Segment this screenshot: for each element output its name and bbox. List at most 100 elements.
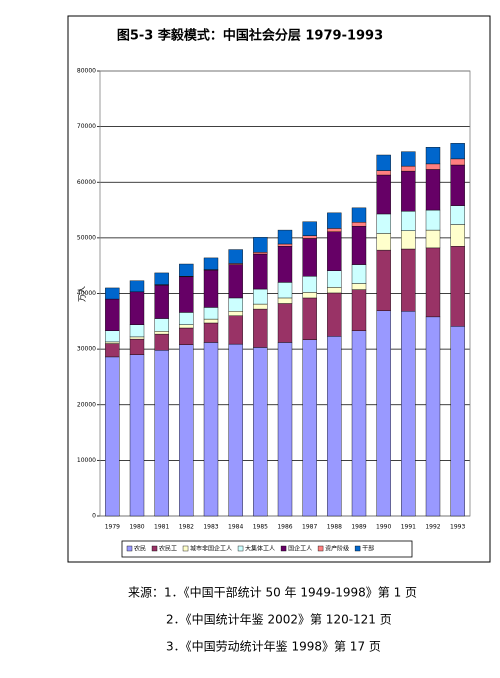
- bar-segment: [179, 276, 194, 313]
- y-tick-label: 20000: [77, 401, 96, 408]
- bar-segment: [277, 229, 293, 245]
- bar-segment: [129, 338, 145, 355]
- bar-segment: [277, 297, 293, 304]
- bar-segment: [401, 165, 416, 172]
- bar-segment: [203, 322, 219, 343]
- bar-segment: [376, 174, 391, 215]
- x-tick-label: 1980: [129, 524, 144, 531]
- source-line: 2．《中国统计年鉴 2002》第 120-121 页: [166, 612, 392, 627]
- legend-label: 城市非国企工人: [190, 545, 232, 553]
- bar-segment: [105, 298, 120, 331]
- y-tick-label: 0: [92, 513, 96, 520]
- x-tick-label: 1979: [105, 524, 120, 531]
- x-tick-label: 1993: [450, 524, 465, 531]
- bar-segment: [376, 310, 391, 517]
- legend-label: 农民工: [159, 545, 177, 553]
- bar-segment: [302, 276, 317, 293]
- bar-segment: [425, 169, 441, 211]
- legend-swatch: [354, 545, 361, 552]
- source-line: 3．《中国劳动统计年鉴 1998》第 17 页: [166, 639, 381, 654]
- bar-segment: [376, 233, 391, 251]
- bar-segment: [203, 307, 219, 320]
- bar-segment: [179, 263, 194, 277]
- bar-segment: [228, 315, 243, 345]
- bar-segment: [450, 326, 465, 517]
- bar-segment: [277, 303, 293, 343]
- legend-swatch: [126, 545, 133, 552]
- bar-segment: [129, 354, 145, 517]
- bar-segment: [425, 147, 441, 165]
- bar-segment: [376, 249, 391, 311]
- y-tick-label: 30000: [77, 346, 96, 353]
- bar-segment: [327, 270, 342, 288]
- y-tick-label: 80000: [77, 68, 96, 75]
- bar-segment: [425, 316, 441, 517]
- legend-label: 大集体工人: [245, 545, 275, 553]
- legend-label: 农民: [134, 545, 146, 553]
- y-axis-label: 万人: [78, 286, 87, 302]
- legend-swatch: [317, 545, 324, 552]
- bar-segment: [105, 343, 120, 358]
- bar-segment: [351, 289, 367, 331]
- bar-segment: [327, 287, 342, 294]
- bar-segment: [129, 336, 145, 340]
- bar-segment: [376, 154, 391, 171]
- bar-segment: [450, 224, 465, 247]
- bar-segment: [277, 243, 293, 247]
- x-tick-label: 1989: [351, 524, 366, 531]
- bar-segment: [450, 246, 465, 327]
- legend-swatch: [237, 545, 244, 552]
- bar-segment: [351, 225, 367, 265]
- bar-segment: [277, 282, 293, 299]
- legend-swatch: [182, 545, 189, 552]
- bar-segment: [351, 207, 367, 223]
- bar-segment: [401, 230, 416, 250]
- bar-segment: [203, 269, 219, 308]
- bar-segment: [277, 342, 293, 517]
- bar-segment: [154, 284, 169, 319]
- bar-segment: [129, 280, 145, 293]
- x-tick-label: 1981: [154, 524, 169, 531]
- x-tick-label: 1987: [302, 524, 317, 531]
- legend-label: 资产阶级: [325, 545, 349, 553]
- bar-segment: [179, 327, 194, 345]
- bar-segment: [302, 238, 317, 277]
- bar-segment: [129, 324, 145, 338]
- y-tick-label: 60000: [77, 179, 96, 186]
- bar-segment: [327, 336, 342, 517]
- bar-segment: [327, 231, 342, 271]
- x-tick-label: 1983: [203, 524, 218, 531]
- bar-segment: [450, 143, 465, 160]
- x-tick-label: 1990: [376, 524, 391, 531]
- bar-segment: [425, 247, 441, 318]
- bar-segment: [376, 170, 391, 176]
- x-tick-label: 1986: [277, 524, 292, 531]
- source-line: 来源：1．《中国干部统计 50 年 1949-1998》第 1 页: [128, 585, 417, 600]
- legend-label: 国企工人: [288, 545, 312, 553]
- bar-segment: [253, 237, 268, 253]
- y-tick-label: 10000: [77, 457, 96, 464]
- bar-segment: [302, 297, 317, 340]
- bar-segment: [154, 272, 169, 285]
- x-tick-label: 1992: [425, 524, 440, 531]
- chart-frame: [67, 15, 491, 563]
- y-tick-label: 40000: [77, 290, 96, 297]
- bar-segment: [129, 291, 145, 325]
- bar-segment: [450, 158, 465, 166]
- bar-segment: [105, 356, 120, 517]
- bar-segment: [203, 257, 219, 270]
- bar-segment: [253, 347, 268, 517]
- bar-segment: [351, 222, 367, 227]
- legend-swatch: [151, 545, 158, 552]
- bar-segment: [179, 312, 194, 325]
- bar-segment: [425, 163, 441, 170]
- legend-swatch: [280, 545, 287, 552]
- bar-segment: [425, 209, 441, 231]
- bar-segment: [302, 235, 317, 239]
- x-tick-label: 1984: [228, 524, 243, 531]
- bar-segment: [154, 318, 169, 332]
- legend-label: 干部: [362, 545, 374, 553]
- bar-segment: [351, 264, 367, 284]
- bar-segment: [228, 249, 243, 264]
